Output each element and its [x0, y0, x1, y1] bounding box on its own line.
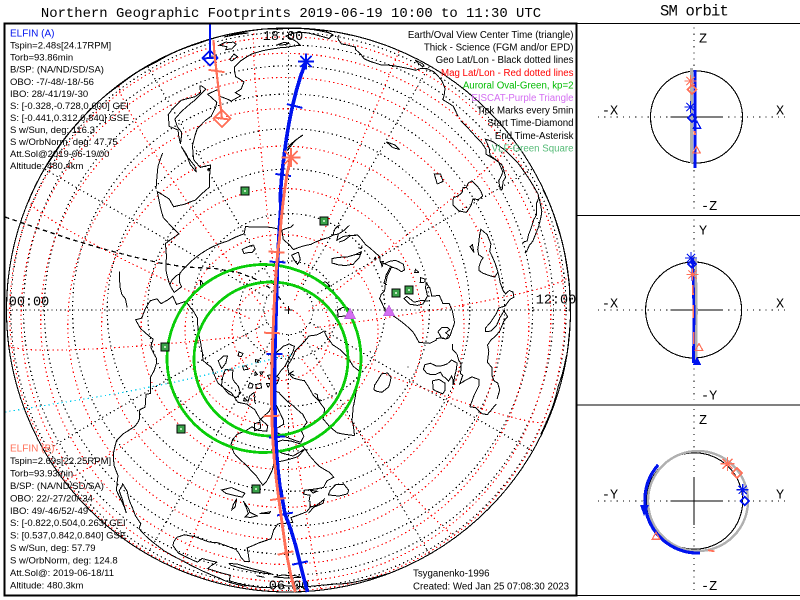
svg-text:B/SP: (NA/ND/SD/SA): B/SP: (NA/ND/SD/SA): [10, 481, 104, 492]
svg-text:End Time-Asterisk: End Time-Asterisk: [495, 131, 574, 142]
svg-text:S: [-0.822,0.504,0.263] GEI: S: [-0.822,0.504,0.263] GEI: [10, 518, 126, 529]
svg-text:X: X: [776, 298, 784, 313]
svg-text:S w/Sun, deg: 57.79: S w/Sun, deg: 57.79: [10, 543, 96, 554]
svg-text:IBO: 49/-46/52/-49: IBO: 49/-46/52/-49: [10, 506, 88, 517]
svg-text:EISCAT-Purple Triangle: EISCAT-Purple Triangle: [471, 93, 573, 104]
svg-text:SM orbit: SM orbit: [660, 3, 728, 21]
svg-text:Northern Geographic Footprints: Northern Geographic Footprints 2019-06-1…: [41, 6, 541, 22]
svg-text:-Z: -Z: [701, 200, 717, 215]
svg-text:OBO: -7/-48/-18/-56: OBO: -7/-48/-18/-56: [10, 77, 94, 88]
svg-text:-Y: -Y: [602, 489, 618, 504]
svg-text:Att.Sol@2019-06-19/00: Att.Sol@2019-06-19/00: [10, 149, 109, 160]
svg-text:Earth/Oval View Center Time (t: Earth/Oval View Center Time (triangle): [408, 30, 574, 41]
svg-text:06:00: 06:00: [269, 580, 310, 595]
svg-text:12:00: 12:00: [536, 294, 577, 309]
svg-text:Auroral Oval-Green, kp=2: Auroral Oval-Green, kp=2: [463, 80, 574, 91]
svg-text:Thick - Science (FGM and/or EP: Thick - Science (FGM and/or EPD): [424, 43, 574, 54]
svg-text:S w/OrbNorm, deg: 124.8: S w/OrbNorm, deg: 124.8: [10, 556, 118, 567]
svg-text:S: [-0.441,0.312,0.840] GSE: S: [-0.441,0.312,0.840] GSE: [10, 113, 129, 124]
svg-text:Tspin=2.48s[24.17RPM]: Tspin=2.48s[24.17RPM]: [10, 41, 111, 52]
svg-text:Mag Lat/Lon - Red dotted lines: Mag Lat/Lon - Red dotted lines: [441, 68, 574, 79]
svg-text:ELFIN (B): ELFIN (B): [10, 444, 54, 455]
svg-text:Y: Y: [776, 489, 784, 504]
svg-text:00:00: 00:00: [9, 296, 50, 311]
svg-text:Y: Y: [699, 225, 707, 240]
svg-text:OBO: 22/-27/20/-34: OBO: 22/-27/20/-34: [10, 493, 93, 504]
svg-text:-Y: -Y: [701, 390, 717, 405]
svg-text:-Z: -Z: [701, 580, 717, 595]
svg-text:Tspin=2.69s[22.25RPM]: Tspin=2.69s[22.25RPM]: [10, 456, 111, 467]
svg-text:Geo Lat/Lon - Black dotted lin: Geo Lat/Lon - Black dotted lines: [436, 55, 574, 66]
svg-text:ELFIN (A): ELFIN (A): [10, 29, 54, 40]
svg-text:VLF-Green Square: VLF-Green Square: [492, 143, 574, 154]
svg-text:18:00: 18:00: [263, 30, 304, 45]
svg-text:-X: -X: [602, 105, 618, 120]
svg-text:S: [-0.328,-0.728,0.600] GEI: S: [-0.328,-0.728,0.600] GEI: [10, 101, 129, 112]
svg-text:S: [0.537,0.842,0.840] GSE: S: [0.537,0.842,0.840] GSE: [10, 531, 126, 542]
svg-text:Start Time-Diamond: Start Time-Diamond: [487, 118, 573, 129]
svg-text:S w/Sun, deg: 116.3: S w/Sun, deg: 116.3: [10, 125, 95, 136]
svg-text:S w/OrbNorm, deg: 47.75: S w/OrbNorm, deg: 47.75: [10, 137, 118, 148]
svg-text:Torb=93.93min: Torb=93.93min: [10, 468, 73, 479]
svg-text:Created: Wed Jan 25 07:08:30 2: Created: Wed Jan 25 07:08:30 2023: [413, 582, 569, 593]
svg-text:B/SP: (NA/ND/SD/SA): B/SP: (NA/ND/SD/SA): [10, 65, 104, 76]
svg-text:IBO: 28/-41/19/-30: IBO: 28/-41/19/-30: [10, 89, 88, 100]
svg-text:Z: Z: [699, 33, 707, 48]
svg-text:Torb=93.86min: Torb=93.86min: [10, 53, 73, 64]
svg-text:Altitude: 480.3km: Altitude: 480.3km: [10, 580, 83, 591]
svg-text:Tick Marks every 5min: Tick Marks every 5min: [477, 106, 574, 117]
svg-text:Att.Sol@: 2019-06-18/11: Att.Sol@: 2019-06-18/11: [10, 568, 114, 579]
svg-text:X: X: [776, 105, 784, 120]
svg-text:Tsyganenko-1996: Tsyganenko-1996: [413, 568, 489, 579]
svg-text:Z: Z: [699, 414, 707, 429]
svg-text:-X: -X: [602, 298, 618, 313]
svg-text:Altitude: 480.4km: Altitude: 480.4km: [10, 161, 83, 172]
